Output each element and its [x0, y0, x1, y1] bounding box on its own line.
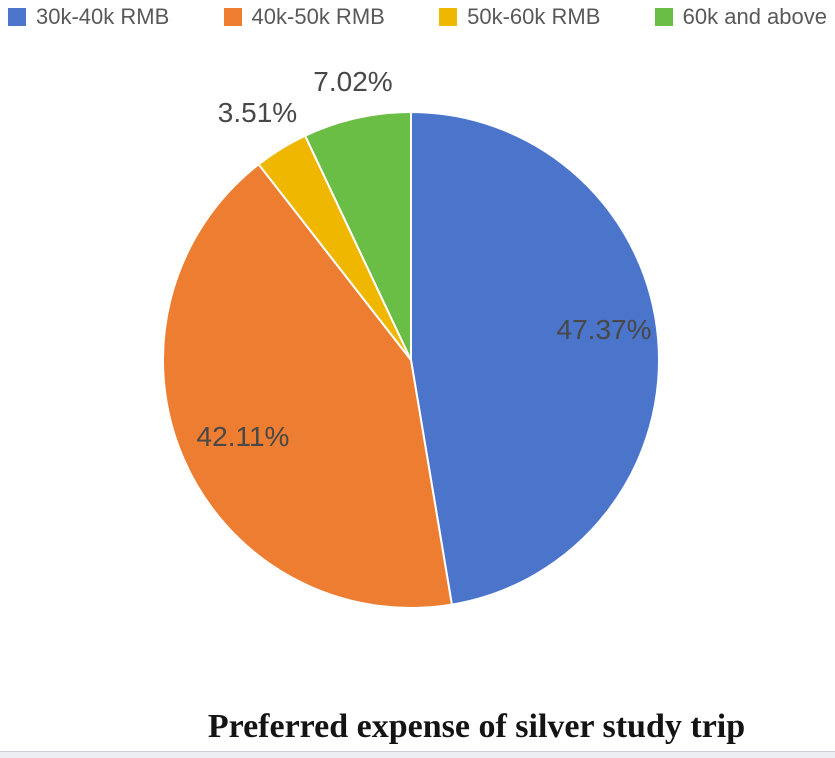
pie-chart	[161, 110, 661, 610]
legend-item-60k-and-above: 60k and above	[654, 4, 827, 30]
pie-svg	[162, 111, 661, 609]
legend-swatch-60k-and-above	[654, 8, 673, 26]
legend-label: 50k-60k RMB	[467, 4, 601, 29]
legend-label: 30k-40k RMB	[36, 4, 170, 29]
legend-item-30k-40k-rmb: 30k-40k RMB	[8, 4, 169, 30]
slice-label-30k-40k-rmb: 47.37%	[556, 314, 652, 345]
legend-item-50k-60k-rmb: 50k-60k RMB	[439, 4, 600, 30]
legend-swatch-50k-60k-rmb	[439, 8, 458, 26]
chart-title: Preferred expense of silver study trip	[207, 708, 746, 745]
legend-label: 40k-50k RMB	[251, 4, 385, 29]
slice-label-60k-and-above: 7.02%	[313, 66, 393, 97]
legend-item-40k-50k-rmb: 40k-50k RMB	[223, 4, 385, 30]
legend-label: 60k and above	[682, 4, 827, 29]
chart-legend: 30k-40k RMB 40k-50k RMB 50k-60k RMB 60k …	[0, 4, 835, 30]
slice-label-50k-60k-rmb: 3.51%	[217, 97, 298, 128]
pie-slice-60k-and-above	[304, 111, 412, 361]
legend-swatch-40k-50k-rmb	[223, 8, 242, 26]
pie-slice-30k-40k-rmb	[410, 111, 661, 606]
pie-slice-40k-50k-rmb	[162, 163, 453, 609]
slice-label-40k-50k-rmb: 42.11%	[196, 421, 290, 452]
horizontal-scrollbar-track[interactable]	[0, 751, 835, 758]
legend-swatch-30k-40k-rmb	[8, 8, 26, 26]
